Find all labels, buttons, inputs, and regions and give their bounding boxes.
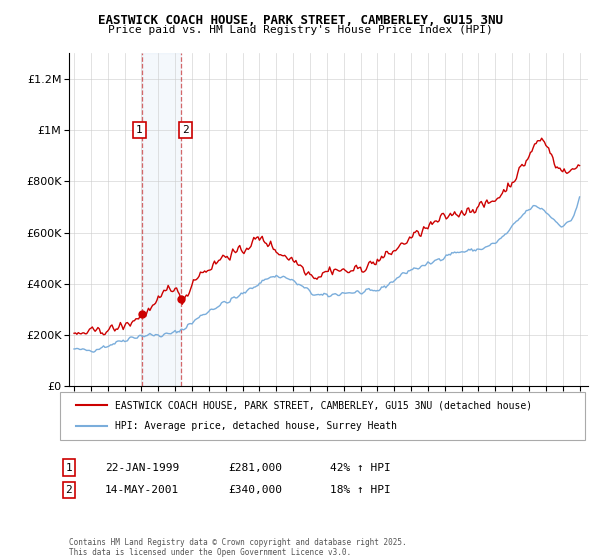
Text: £340,000: £340,000 (228, 485, 282, 495)
Text: HPI: Average price, detached house, Surrey Heath: HPI: Average price, detached house, Surr… (115, 421, 397, 431)
Text: 2: 2 (182, 125, 189, 135)
Text: 22-JAN-1999: 22-JAN-1999 (105, 463, 179, 473)
Text: £281,000: £281,000 (228, 463, 282, 473)
Text: Contains HM Land Registry data © Crown copyright and database right 2025.
This d: Contains HM Land Registry data © Crown c… (69, 538, 407, 557)
FancyBboxPatch shape (60, 392, 585, 440)
Bar (142, 53, 181, 386)
Text: 1: 1 (136, 125, 143, 135)
Text: 42% ↑ HPI: 42% ↑ HPI (330, 463, 391, 473)
Text: 2: 2 (65, 485, 73, 495)
Text: 1: 1 (65, 463, 73, 473)
Text: Price paid vs. HM Land Registry's House Price Index (HPI): Price paid vs. HM Land Registry's House … (107, 25, 493, 35)
Text: EASTWICK COACH HOUSE, PARK STREET, CAMBERLEY, GU15 3NU: EASTWICK COACH HOUSE, PARK STREET, CAMBE… (97, 14, 503, 27)
Text: 18% ↑ HPI: 18% ↑ HPI (330, 485, 391, 495)
Text: 14-MAY-2001: 14-MAY-2001 (105, 485, 179, 495)
Text: EASTWICK COACH HOUSE, PARK STREET, CAMBERLEY, GU15 3NU (detached house): EASTWICK COACH HOUSE, PARK STREET, CAMBE… (115, 400, 532, 410)
